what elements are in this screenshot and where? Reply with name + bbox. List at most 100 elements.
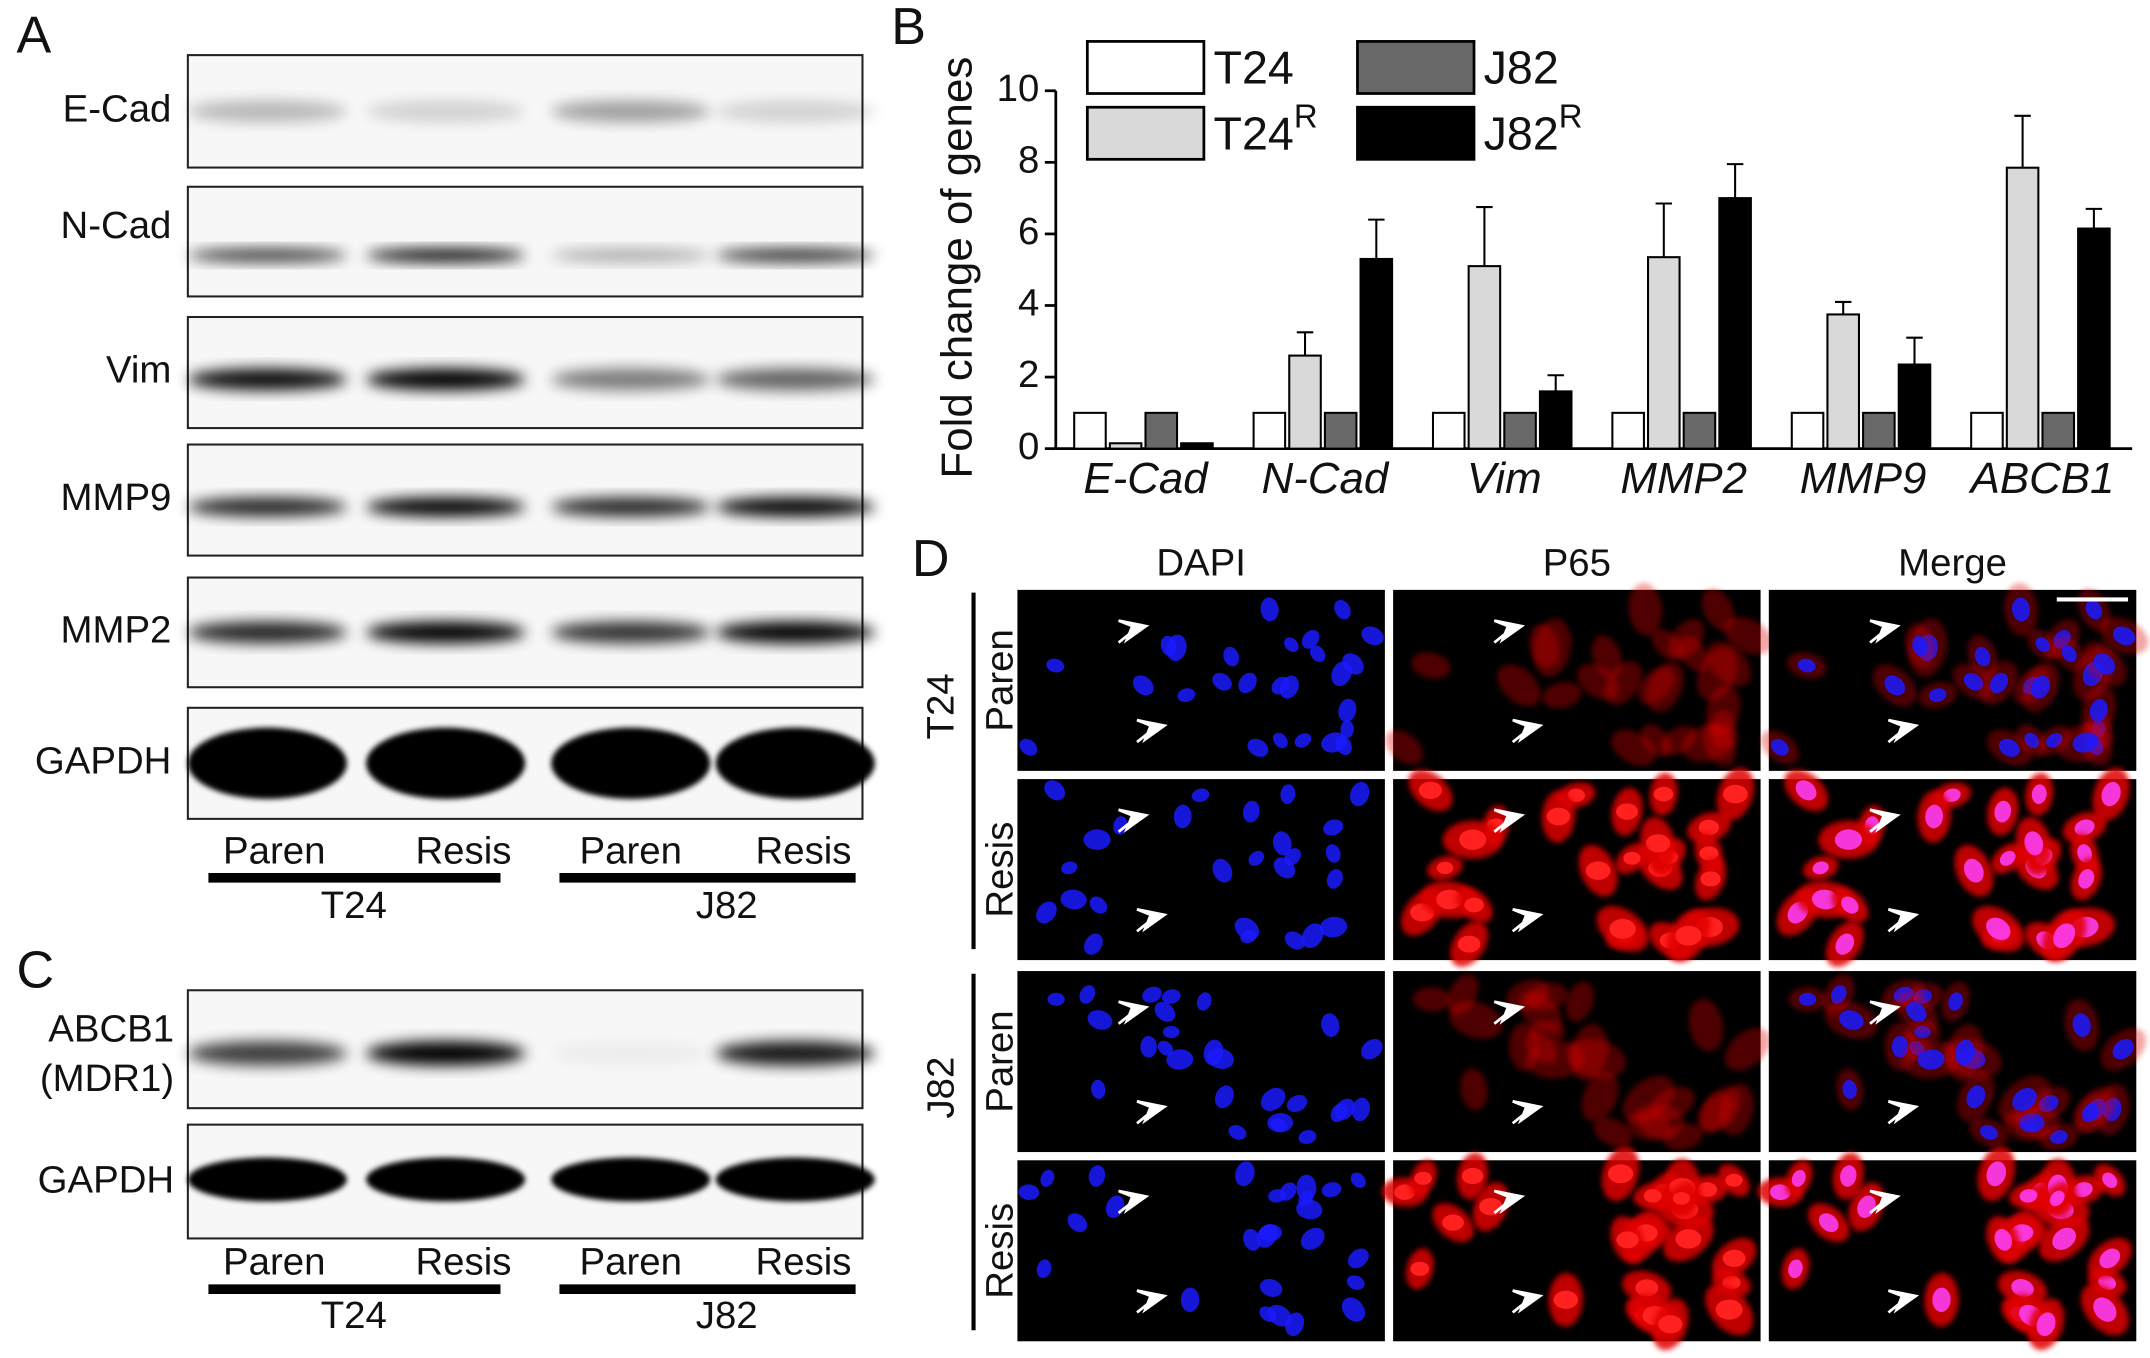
nucleus bbox=[2011, 1278, 2034, 1297]
nucleus bbox=[1812, 861, 1829, 875]
x-tick-label: MMP9 bbox=[1800, 454, 1927, 503]
micrograph bbox=[1768, 767, 2137, 967]
nucleus-signal bbox=[1645, 834, 1671, 853]
nucleus bbox=[1268, 1189, 1286, 1203]
panel-label: A bbox=[16, 6, 51, 64]
nucleus-signal bbox=[1658, 1315, 1683, 1334]
nucleus bbox=[1140, 1035, 1157, 1058]
cell-body bbox=[1497, 664, 1541, 707]
cell-body bbox=[1701, 588, 1735, 631]
x-tick-label: ABCB1 bbox=[1968, 454, 2115, 503]
cell-body bbox=[1591, 635, 1623, 678]
nucleus bbox=[1228, 1125, 1247, 1140]
y-tick-label: 0 bbox=[1018, 425, 1039, 468]
blot-band bbox=[187, 100, 347, 123]
nucleus-signal bbox=[1457, 935, 1481, 953]
nucleus bbox=[1361, 626, 1384, 646]
arrow bbox=[1869, 619, 1901, 644]
nucleus bbox=[1044, 780, 1066, 801]
bar bbox=[1897, 363, 1932, 450]
arrow bbox=[1511, 908, 1544, 933]
legend-sup: R bbox=[1559, 98, 1583, 135]
blot-band bbox=[715, 368, 875, 391]
bar bbox=[1826, 313, 1860, 450]
nucleus bbox=[1258, 1224, 1282, 1242]
bar bbox=[1790, 411, 1825, 450]
cell-body bbox=[1412, 987, 1451, 1012]
nucleus bbox=[1132, 675, 1154, 696]
x-tick-label: MMP2 bbox=[1620, 454, 1747, 503]
bar bbox=[1538, 390, 1573, 450]
nucleus bbox=[1840, 1165, 1857, 1187]
nucleus bbox=[1818, 1213, 1839, 1233]
blot-band bbox=[551, 248, 711, 263]
blot-band bbox=[366, 621, 526, 644]
nucleus-signal bbox=[1546, 807, 1571, 826]
blot-row-label: Vim bbox=[106, 349, 171, 392]
nucleus bbox=[1247, 738, 1269, 757]
blot-band bbox=[187, 727, 347, 799]
blot-row-label: GAPDH bbox=[35, 739, 171, 782]
cell-body bbox=[1706, 641, 1752, 687]
nucleus bbox=[1770, 738, 1789, 756]
micrograph bbox=[1393, 767, 1761, 967]
nucleus-signal bbox=[1479, 1198, 1503, 1216]
nucleus-signal bbox=[1436, 861, 1454, 875]
nucleus bbox=[1979, 1125, 1998, 1140]
cell-body bbox=[1460, 1068, 1488, 1111]
group-label: J82 bbox=[696, 1294, 758, 1337]
nucleus bbox=[1321, 732, 1347, 753]
bar bbox=[1718, 197, 1752, 450]
nucleus bbox=[1142, 986, 1162, 1003]
nucleus bbox=[1841, 896, 1859, 914]
nucleus bbox=[2012, 1087, 2037, 1111]
nucleus bbox=[1999, 850, 2016, 866]
cell-body bbox=[1593, 1117, 1633, 1147]
nucleus bbox=[1321, 1013, 1340, 1037]
nucleus bbox=[2101, 781, 2121, 807]
nucleus bbox=[1089, 896, 1108, 914]
nucleus bbox=[1788, 1259, 1803, 1279]
cell-body bbox=[1448, 1000, 1503, 1039]
blot-row-label: MMP9 bbox=[61, 476, 172, 519]
nucleus-signal bbox=[1442, 1214, 1464, 1231]
nucleus bbox=[1986, 917, 2011, 940]
y-tick-label: 8 bbox=[1018, 138, 1039, 181]
bar bbox=[1431, 411, 1466, 450]
arrow bbox=[1117, 808, 1150, 833]
nucleus-signal bbox=[1653, 786, 1674, 802]
nucleus bbox=[1323, 819, 1344, 836]
error-bar bbox=[1368, 218, 1385, 259]
nucleus bbox=[1298, 1190, 1314, 1207]
row-label: Paren bbox=[978, 629, 1021, 731]
lane-label: Resis bbox=[756, 829, 852, 872]
bar bbox=[1288, 354, 1322, 450]
nucleus bbox=[1260, 597, 1279, 622]
legend-label: T24 bbox=[1213, 42, 1293, 94]
nucleus bbox=[1330, 1103, 1348, 1123]
nucleus bbox=[1300, 1227, 1325, 1250]
nucleus bbox=[2078, 869, 2095, 889]
legend-swatch bbox=[1356, 105, 1476, 161]
blot-band bbox=[187, 1040, 347, 1066]
column-header: Merge bbox=[1898, 541, 2007, 584]
nucleus bbox=[2072, 1013, 2091, 1037]
legend-swatch bbox=[1356, 40, 1476, 95]
arrow bbox=[1887, 908, 1920, 933]
micrograph bbox=[1385, 583, 1773, 771]
nucleus bbox=[1906, 1001, 1927, 1022]
arrow bbox=[1117, 1000, 1150, 1025]
legend-sup: R bbox=[1294, 98, 1318, 135]
nucleus bbox=[1088, 1165, 1106, 1187]
nucleus bbox=[1079, 985, 1096, 1004]
nucleus bbox=[1162, 1025, 1180, 1039]
nucleus bbox=[1351, 1097, 1371, 1122]
cell-body bbox=[1622, 1075, 1675, 1124]
blot-row-label: E-Cad bbox=[63, 87, 172, 130]
nucleus bbox=[2053, 923, 2076, 949]
nucleus bbox=[1234, 917, 1260, 940]
nucleus bbox=[1834, 829, 1863, 850]
nucleus-signal bbox=[1699, 846, 1719, 861]
error-bar bbox=[2085, 207, 2103, 229]
nucleus bbox=[2049, 1190, 2065, 1207]
